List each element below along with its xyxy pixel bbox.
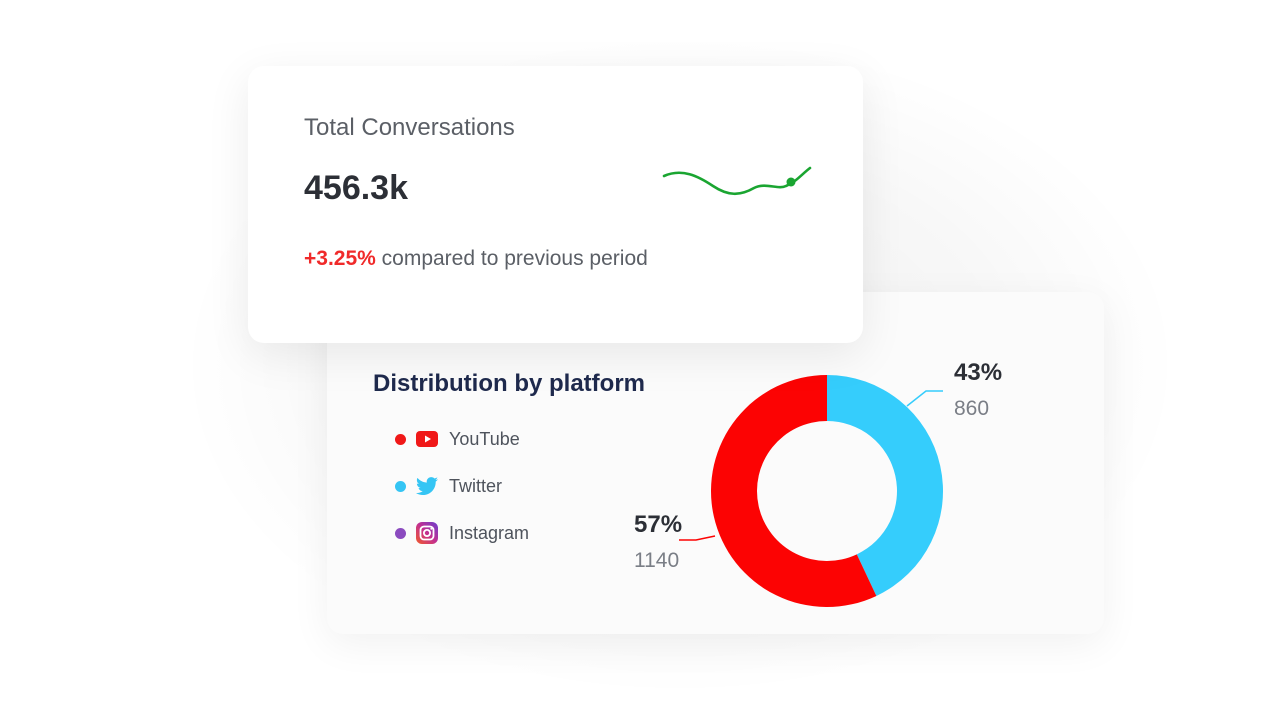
- instagram-icon: [416, 522, 438, 544]
- conversations-comparison: +3.25% compared to previous period: [304, 247, 648, 271]
- youtube-percent: 57%: [634, 511, 683, 538]
- conversations-sparkline: [662, 166, 812, 196]
- youtube-count: 1140: [634, 549, 680, 572]
- conversations-change: +3.25%: [304, 247, 376, 270]
- instagram-dot: [395, 527, 406, 539]
- distribution-donut-chart: [711, 375, 943, 607]
- donut-slice-twitter: [827, 375, 943, 596]
- platform-legend: YouTube Twitter: [395, 427, 529, 568]
- legend-item-youtube[interactable]: YouTube: [395, 427, 529, 451]
- distribution-card: Distribution by platform YouTube Twitter: [327, 292, 1104, 634]
- legend-label-twitter: Twitter: [449, 475, 503, 496]
- legend-item-instagram[interactable]: Instagram: [395, 521, 529, 545]
- distribution-title: Distribution by platform: [373, 370, 645, 397]
- legend-label-instagram: Instagram: [449, 522, 530, 543]
- twitter-dot: [395, 480, 406, 492]
- legend-item-twitter[interactable]: Twitter: [395, 474, 529, 498]
- twitter-icon: [416, 477, 438, 495]
- twitter-percent: 43%: [954, 359, 1003, 386]
- conversations-title: Total Conversations: [304, 114, 515, 141]
- leader-line-youtube: [679, 535, 716, 541]
- youtube-dot: [395, 433, 406, 445]
- donut-slice-youtube: [711, 375, 877, 607]
- sparkline-marker: [786, 177, 796, 187]
- comparison-text: compared to previous period: [381, 247, 648, 270]
- total-conversations-card: Total Conversations 456.3k +3.25% compar…: [248, 66, 863, 343]
- twitter-count: 860: [954, 397, 990, 420]
- conversations-value: 456.3k: [304, 169, 408, 207]
- youtube-icon: [416, 431, 438, 447]
- legend-label-youtube: YouTube: [449, 428, 520, 449]
